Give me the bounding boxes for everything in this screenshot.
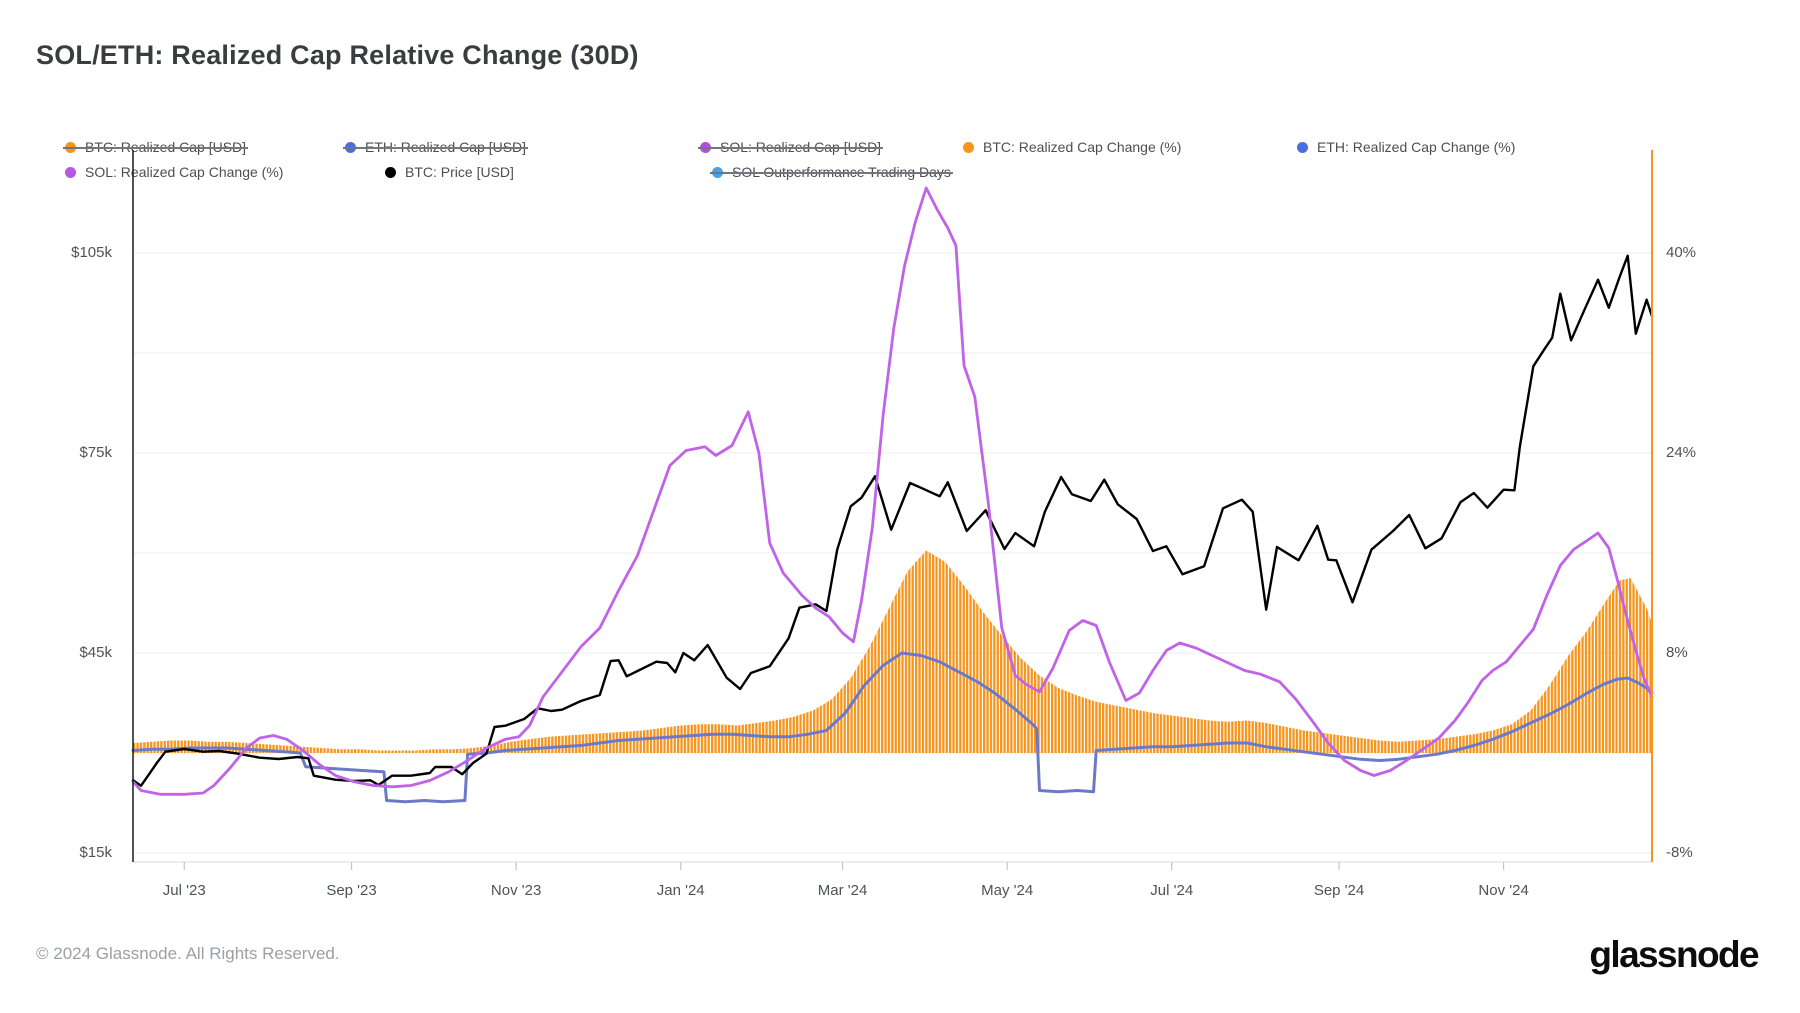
x-axis-label: Mar '24	[817, 882, 868, 899]
y-axis-label-right: 8%	[1666, 644, 1688, 661]
strikethrough-line	[710, 172, 953, 174]
x-axis-label: Nov '23	[490, 882, 542, 899]
legend-row-2: SOL: Realized Cap Change (%) BTC: Price […	[0, 161, 1800, 185]
legend-item-eth-realized-cap-usd[interactable]: ETH: Realized Cap [USD]	[343, 136, 529, 158]
copyright-text: © 2024 Glassnode. All Rights Reserved.	[36, 944, 340, 963]
y-axis-label-left: $75k	[79, 444, 112, 461]
legend-item-eth-realized-cap-change[interactable]: ETH: Realized Cap Change (%)	[1297, 136, 1515, 158]
y-axis-label-left: $15k	[79, 844, 112, 861]
legend-row-1: BTC: Realized Cap [USD] ETH: Realized Cap…	[0, 136, 1800, 160]
legend-item-label: BTC: Realized Cap Change (%)	[983, 139, 1182, 155]
legend-item-btc-realized-cap-usd[interactable]: BTC: Realized Cap [USD]	[63, 136, 249, 158]
eth_rc_change-line	[131, 651, 1654, 804]
legend-dot-icon	[963, 141, 974, 153]
btc_price-line	[131, 254, 1654, 787]
chart-title: SOL/ETH: Realized Cap Relative Change (3…	[36, 40, 639, 70]
legend-item-label: ETH: Realized Cap Change (%)	[1317, 139, 1516, 155]
legend-dot-icon	[385, 166, 396, 178]
legend-dot-icon	[1297, 141, 1308, 153]
legend-item-btc-realized-cap-change[interactable]: BTC: Realized Cap Change (%)	[963, 136, 1181, 158]
legend-item-sol-realized-cap-usd[interactable]: SOL: Realized Cap [USD]	[698, 136, 884, 158]
legend-item-btc-price-usd[interactable]: BTC: Price [USD]	[385, 161, 514, 183]
x-axis-label: Nov '24	[1478, 882, 1529, 899]
y-axis-label-left: $45k	[79, 644, 112, 661]
legend-item-sol-realized-cap-change[interactable]: SOL: Realized Cap Change (%)	[65, 161, 283, 183]
legend-item-label: SOL: Realized Cap Change (%)	[85, 164, 284, 180]
x-axis-label: May '24	[981, 882, 1034, 899]
y-axis-label-right: -8%	[1666, 844, 1693, 861]
y-axis-label-right: 24%	[1666, 444, 1697, 461]
btc_rc_change-area	[133, 550, 1652, 753]
x-axis-label: Jan '24	[656, 882, 705, 899]
y-axis-label-right: 40%	[1666, 244, 1697, 261]
x-axis-label: Sep '23	[326, 882, 377, 899]
sol_rc_change-line	[131, 186, 1654, 796]
y-axis-label-left: $105k	[71, 244, 112, 261]
strikethrough-line	[698, 147, 884, 149]
strikethrough-line	[343, 147, 529, 149]
legend-item-label: BTC: Price [USD]	[405, 164, 514, 180]
legend-item-sol-outperformance-days[interactable]: SOL Outperformance Trading Days	[710, 161, 953, 183]
strikethrough-line	[63, 147, 249, 149]
x-axis-label: Jul '24	[1150, 882, 1194, 899]
glassnode-logo: glassnode	[1589, 934, 1759, 975]
x-axis-label: Jul '23	[162, 882, 206, 899]
legend-dot-icon	[65, 166, 76, 178]
x-axis-label: Sep '24	[1313, 882, 1365, 899]
